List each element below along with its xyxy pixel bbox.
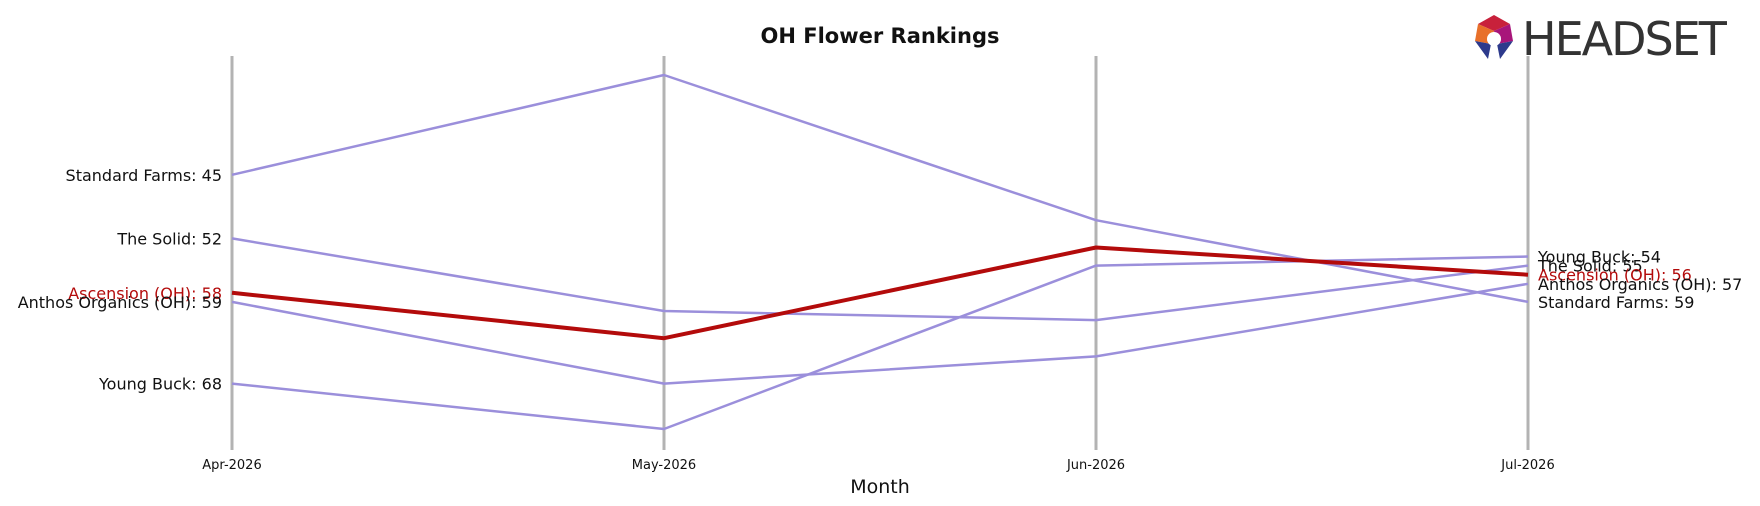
x-tick-label: Apr-2026 [202,458,261,473]
start-rank-label: Ascension (OH): 58 [68,284,222,303]
series-line [231,73,1529,304]
start-rank-label: The Solid: 52 [116,229,222,248]
start-rank-label: Standard Farms: 45 [66,166,222,185]
x-tick-label: May-2026 [632,458,696,473]
x-tick-label: Jul-2026 [1500,458,1554,473]
start-rank-label: Anthos Organics (OH): 59 [18,293,222,312]
series-labels: Standard Farms: 45 Standard Farms: 59 The … [18,166,1743,394]
series-lines [231,73,1529,431]
series-line [231,282,1529,385]
end-rank-label: Young Buck: 54 [1537,248,1661,267]
end-rank-label: Anthos Organics (OH): 57 [1538,275,1742,294]
x-tick-label: Jun-2026 [1066,458,1125,473]
x-axis-label: Month [850,476,910,498]
headset-logo-icon [1475,15,1513,59]
end-rank-label: Standard Farms: 59 [1538,293,1694,312]
start-rank-label: Young Buck: 68 [98,375,222,394]
series-line [231,255,1529,431]
series-line [231,245,1529,341]
headset-logo: HEADSET [1475,12,1730,66]
end-rank-label: Ascension (OH): 56 [1538,266,1692,285]
month-axes: Apr-2026 May-2026 Jun-2026 Jul-2026 [202,56,1555,473]
headset-logo-text: HEADSET [1522,12,1728,66]
series-line [231,237,1529,322]
chart-title: OH Flower Rankings [761,24,1000,48]
end-rank-label: The Solid: 55 [1537,257,1643,276]
